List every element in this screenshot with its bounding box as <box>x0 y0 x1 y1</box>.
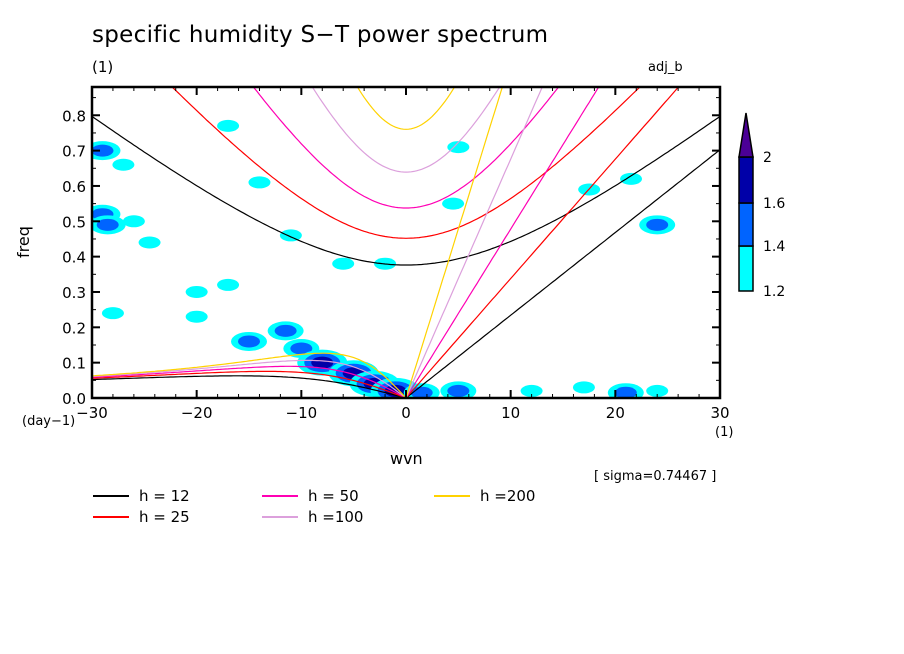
contour-blob <box>447 141 470 154</box>
contour-blob <box>274 324 297 337</box>
chart-subtitle: (1) <box>92 58 114 76</box>
contour-blob <box>447 384 470 397</box>
contour-blob <box>122 215 145 228</box>
x-tick-label: 0 <box>401 404 411 422</box>
y-axis-label: freq <box>14 226 33 258</box>
dispersion-curves <box>92 87 720 398</box>
rossby-curve <box>92 370 407 398</box>
contour-layer <box>92 119 676 398</box>
kelvin-curve <box>405 87 503 398</box>
contour-blob <box>217 278 240 291</box>
contour-blob <box>96 218 119 231</box>
y-tick-label: 0.7 <box>62 143 86 161</box>
chart-title: specific humidity S−T power spectrum <box>92 22 549 48</box>
colorbar-label: 1.6 <box>763 196 785 212</box>
rossby-curve <box>92 359 407 398</box>
legend-swatch <box>93 516 129 518</box>
contour-blob <box>279 229 302 242</box>
kelvin-curve <box>405 149 720 398</box>
colorbar-label: 1.4 <box>763 239 785 255</box>
x-tick-label: −30 <box>76 404 108 422</box>
legend-label: h = 50 <box>308 487 359 505</box>
legend-swatch <box>262 516 298 518</box>
contour-blob <box>646 384 669 397</box>
plot-frame <box>90 85 722 400</box>
x-axis-unit: (1) <box>715 425 734 440</box>
gravity-curve <box>171 87 641 239</box>
y-tick-label: 0.8 <box>62 107 86 125</box>
colorbar-segment <box>738 202 754 247</box>
legend-item: h =200 <box>434 487 535 505</box>
y-tick-label: 0.2 <box>62 319 86 337</box>
contour-blob <box>138 236 161 249</box>
y-tick-label: 0.0 <box>62 390 86 408</box>
legend-item: h = 25 <box>93 508 190 526</box>
legend-label: h =200 <box>480 487 536 505</box>
colorbar-segment <box>738 156 754 204</box>
contour-blob <box>101 307 124 320</box>
colorbar-extend-arrow <box>738 112 754 158</box>
gravity-curve <box>356 87 456 130</box>
rossby-curve <box>92 352 407 398</box>
contour-blob <box>290 342 313 355</box>
y-tick-label: 0.4 <box>62 249 86 267</box>
x-tick-label: 20 <box>606 404 625 422</box>
contour-blob <box>442 197 465 210</box>
y-tick-label: 0.1 <box>62 355 86 373</box>
kelvin-curve <box>405 87 680 398</box>
legend-item: h =100 <box>262 508 363 526</box>
contour-blob <box>112 158 135 171</box>
x-tick-label: 30 <box>710 404 729 422</box>
colorbar-label: 1.2 <box>763 284 785 300</box>
legend-item: h = 12 <box>93 487 190 505</box>
kelvin-curve <box>405 87 600 398</box>
contour-blob <box>520 384 543 397</box>
rossby-curve <box>92 365 407 398</box>
x-tick-label: 10 <box>501 404 520 422</box>
y-tick-label: 0.6 <box>62 178 86 196</box>
x-axis-label: wvn <box>390 449 423 468</box>
rossby-curve <box>92 375 407 398</box>
legend-swatch <box>262 495 298 497</box>
axes: −30 −20 −10 0 10 20 30 0.0 0.1 0.2 0.3 0.4 0.5 0.6 0.7… <box>62 85 730 422</box>
legend-label: h = 25 <box>139 508 190 526</box>
gravity-curve <box>92 115 720 266</box>
legend-swatch <box>434 495 470 497</box>
contour-blob <box>92 144 114 157</box>
legend-item: h = 50 <box>262 487 359 505</box>
y-tick-label: 0.5 <box>62 213 86 231</box>
contour-blob <box>332 257 355 270</box>
contour-blob <box>248 176 271 189</box>
x-tick-label: −20 <box>181 404 213 422</box>
colorbar-segment <box>738 245 754 292</box>
contour-blob <box>238 335 260 348</box>
legend-label: h =100 <box>308 508 364 526</box>
gravity-curve <box>311 87 501 173</box>
contour-blob <box>217 119 240 132</box>
y-tick-label: 0.3 <box>62 284 86 302</box>
contour-blob <box>311 356 334 369</box>
contour-blob <box>620 172 643 185</box>
contour-blob <box>185 285 208 298</box>
gravity-curve <box>252 87 560 209</box>
legend-swatch <box>93 495 129 497</box>
sigma-annotation: [ sigma=0.74467 ] <box>594 469 717 484</box>
contour-blob <box>572 381 595 394</box>
colorbar-label: 2 <box>763 150 772 166</box>
x-tick-label: −10 <box>286 404 318 422</box>
y-axis-unit: (day−1) <box>22 414 76 429</box>
run-label: adj_b <box>648 60 683 75</box>
contour-blob <box>614 386 637 398</box>
contour-blob <box>185 310 208 323</box>
legend-label: h = 12 <box>139 487 190 505</box>
kelvin-curve <box>405 87 543 398</box>
contour-blob <box>646 218 669 231</box>
colorbar: 1.2 1.4 1.6 2 <box>738 112 785 300</box>
